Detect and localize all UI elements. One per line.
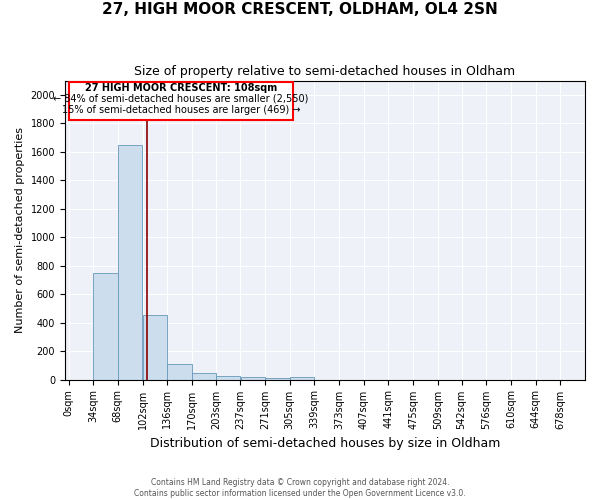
Bar [290,378,314,380]
Text: 15% of semi-detached houses are larger (469) →: 15% of semi-detached houses are larger (… [62,106,300,116]
Title: Size of property relative to semi-detached houses in Oldham: Size of property relative to semi-detach… [134,65,515,78]
Bar [192,373,215,380]
Bar [241,378,265,380]
Y-axis label: Number of semi-detached properties: Number of semi-detached properties [15,127,25,333]
Text: 27 HIGH MOOR CRESCENT: 108sqm: 27 HIGH MOOR CRESCENT: 108sqm [85,82,277,92]
Text: Contains HM Land Registry data © Crown copyright and database right 2024.
Contai: Contains HM Land Registry data © Crown c… [134,478,466,498]
Bar [216,376,241,380]
X-axis label: Distribution of semi-detached houses by size in Oldham: Distribution of semi-detached houses by … [150,437,500,450]
Bar [94,273,118,380]
Text: ← 84% of semi-detached houses are smaller (2,550): ← 84% of semi-detached houses are smalle… [53,94,308,104]
Bar [167,364,192,380]
Bar [143,316,167,380]
Bar [68,82,293,120]
Text: 27, HIGH MOOR CRESCENT, OLDHAM, OL4 2SN: 27, HIGH MOOR CRESCENT, OLDHAM, OL4 2SN [102,2,498,18]
Bar [265,378,290,380]
Bar [118,144,142,380]
